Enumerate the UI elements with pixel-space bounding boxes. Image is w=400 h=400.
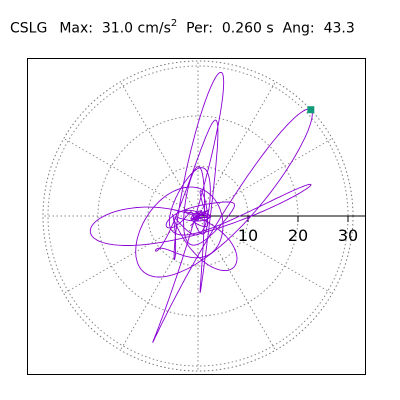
grid-spoke-300 <box>197 215 276 351</box>
grid-spoke-60 <box>197 81 276 217</box>
radial-tick-label-10: 10 <box>238 226 258 245</box>
max-value: 31.0 <box>101 20 134 37</box>
max-point-marker <box>307 106 315 114</box>
angle-label: Ang: <box>282 20 315 37</box>
max-marker-layer <box>307 106 315 114</box>
angle-value: 43.3 <box>323 20 355 37</box>
radial-tick-labels: 10 20 30 <box>238 226 358 245</box>
max-unit: cm/s <box>137 20 171 37</box>
grid-spoke-120 <box>120 81 199 217</box>
period-label: Per: <box>186 20 213 37</box>
grid-spoke-30 <box>197 138 333 217</box>
orbit-trace <box>89 71 313 343</box>
max-label: Max: <box>59 20 93 37</box>
grid-spoke-240 <box>120 215 199 351</box>
radial-tick-label-30: 30 <box>338 226 358 245</box>
grid-spoke-150 <box>63 138 199 217</box>
plot-header: CSLG Max: 31.0 cm/s2 Per: 0.260 s Ang: 43… <box>10 16 355 38</box>
orbit-trace-path <box>89 71 313 343</box>
station-code: CSLG <box>10 20 48 37</box>
max-unit-exponent: 2 <box>170 18 178 29</box>
grid-spoke-330 <box>197 215 333 294</box>
radial-tick-label-20: 20 <box>288 226 308 245</box>
period-value: 0.260 s <box>221 20 274 37</box>
grid-spoke-210 <box>63 215 199 294</box>
